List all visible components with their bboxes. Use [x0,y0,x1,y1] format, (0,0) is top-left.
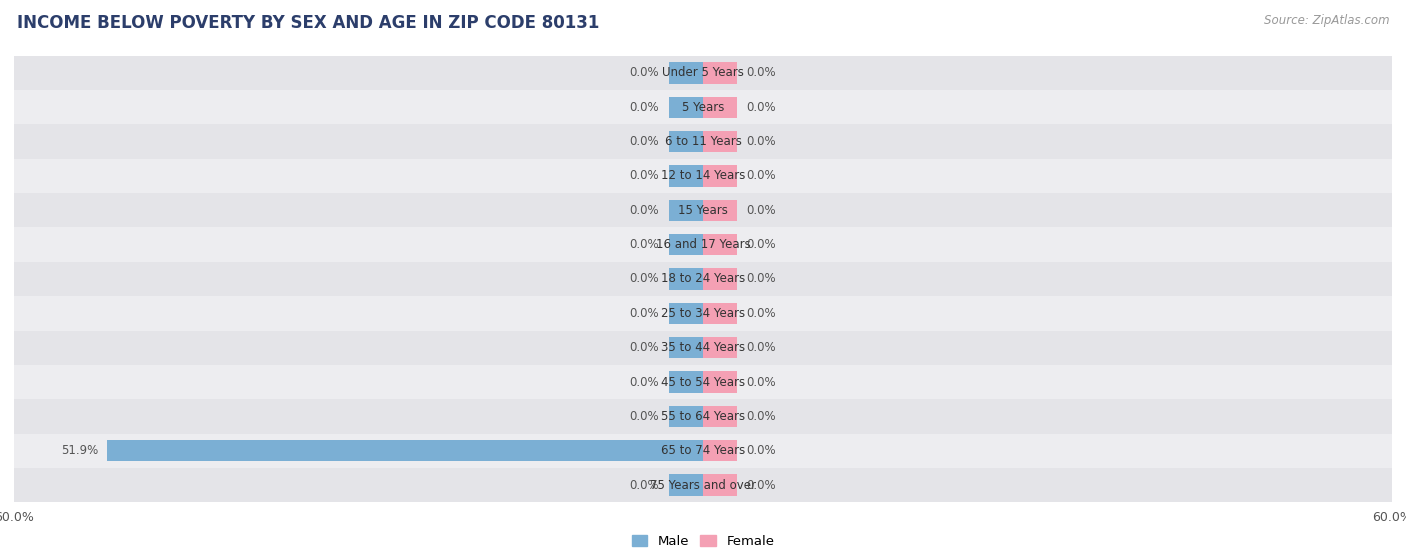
Text: Source: ZipAtlas.com: Source: ZipAtlas.com [1264,14,1389,27]
Text: 0.0%: 0.0% [747,135,776,148]
Bar [14,90,1392,124]
Bar [14,193,1392,228]
Bar [669,165,703,186]
Bar [703,200,738,221]
Bar [669,131,703,152]
Text: 0.0%: 0.0% [747,272,776,286]
Text: 0.0%: 0.0% [630,135,659,148]
Bar [14,56,1392,90]
Bar [14,296,1392,330]
Text: 0.0%: 0.0% [747,204,776,217]
Legend: Male, Female: Male, Female [626,530,780,554]
Bar [703,372,738,393]
Text: 0.0%: 0.0% [630,66,659,79]
Text: 51.9%: 51.9% [60,444,98,457]
Bar [107,440,703,461]
Text: 12 to 14 Years: 12 to 14 Years [661,170,745,182]
Bar [703,97,738,118]
Bar [14,468,1392,502]
Bar [14,159,1392,193]
Text: 6 to 11 Years: 6 to 11 Years [665,135,741,148]
Text: 15 Years: 15 Years [678,204,728,217]
Bar [703,474,738,496]
Bar [703,62,738,84]
Bar [669,62,703,84]
Bar [669,406,703,427]
Text: 45 to 54 Years: 45 to 54 Years [661,376,745,388]
Text: 25 to 34 Years: 25 to 34 Years [661,307,745,320]
Text: 75 Years and over: 75 Years and over [650,479,756,492]
Text: 0.0%: 0.0% [630,170,659,182]
Text: 0.0%: 0.0% [747,101,776,114]
Text: 65 to 74 Years: 65 to 74 Years [661,444,745,457]
Bar [669,302,703,324]
Bar [669,268,703,290]
Bar [14,228,1392,262]
Bar [703,302,738,324]
Bar [669,234,703,256]
Text: 16 and 17 Years: 16 and 17 Years [655,238,751,251]
Text: 0.0%: 0.0% [630,376,659,388]
Text: 0.0%: 0.0% [630,272,659,286]
Bar [703,406,738,427]
Bar [703,131,738,152]
Text: 0.0%: 0.0% [747,410,776,423]
Text: 55 to 64 Years: 55 to 64 Years [661,410,745,423]
Bar [669,474,703,496]
Text: 0.0%: 0.0% [747,307,776,320]
Text: 0.0%: 0.0% [630,341,659,354]
Text: 0.0%: 0.0% [747,238,776,251]
Text: INCOME BELOW POVERTY BY SEX AND AGE IN ZIP CODE 80131: INCOME BELOW POVERTY BY SEX AND AGE IN Z… [17,14,599,32]
Text: 0.0%: 0.0% [747,376,776,388]
Text: 35 to 44 Years: 35 to 44 Years [661,341,745,354]
Bar [669,337,703,358]
Bar [14,399,1392,434]
Bar [703,234,738,256]
Text: 0.0%: 0.0% [630,101,659,114]
Text: 0.0%: 0.0% [747,341,776,354]
Bar [669,97,703,118]
Text: 0.0%: 0.0% [630,479,659,492]
Text: Under 5 Years: Under 5 Years [662,66,744,79]
Text: 0.0%: 0.0% [630,410,659,423]
Text: 0.0%: 0.0% [747,479,776,492]
Bar [703,440,738,461]
Bar [14,262,1392,296]
Bar [669,200,703,221]
Text: 0.0%: 0.0% [747,66,776,79]
Text: 0.0%: 0.0% [630,307,659,320]
Bar [703,268,738,290]
Bar [14,434,1392,468]
Text: 0.0%: 0.0% [747,444,776,457]
Bar [14,124,1392,159]
Bar [669,372,703,393]
Bar [703,337,738,358]
Text: 18 to 24 Years: 18 to 24 Years [661,272,745,286]
Text: 5 Years: 5 Years [682,101,724,114]
Bar [703,165,738,186]
Bar [14,365,1392,399]
Text: 0.0%: 0.0% [630,204,659,217]
Bar [14,330,1392,365]
Text: 0.0%: 0.0% [630,238,659,251]
Text: 0.0%: 0.0% [747,170,776,182]
